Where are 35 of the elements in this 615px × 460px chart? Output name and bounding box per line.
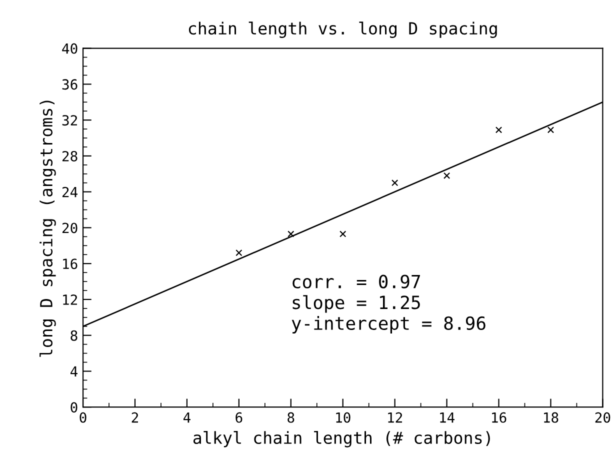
x-tick-label: 12 — [388, 412, 402, 423]
annotation: y-intercept = 8.96 — [292, 316, 486, 334]
x-tick-label: 16 — [492, 412, 506, 423]
y-tick-label: 20 — [62, 222, 78, 234]
point — [236, 249, 242, 256]
point — [443, 172, 450, 180]
x-tick-label: 20 — [595, 412, 610, 423]
annotation: slope = 1.25 — [292, 295, 420, 313]
x-axis-title: alkyl chain length (# carbons) — [193, 431, 490, 448]
x-tick-label: 2 — [132, 412, 138, 423]
y-tick-label: 40 — [62, 43, 78, 54]
y-tick-label: 36 — [62, 79, 78, 90]
point — [495, 126, 502, 134]
y-tick-label: 0 — [70, 402, 78, 413]
x-tick-label: 8 — [288, 412, 294, 423]
point — [392, 180, 398, 186]
y-tick-label: 24 — [62, 186, 78, 198]
y-tick-label: 32 — [62, 115, 77, 126]
point — [340, 230, 346, 238]
chart-title: chain length vs. long D spacing — [188, 22, 497, 38]
annotation: corr. = 0.97 — [292, 274, 420, 288]
y-tick-label: 12 — [63, 294, 77, 305]
x-tick-label: 14 — [440, 412, 454, 423]
point — [288, 230, 294, 238]
y-tick-label: 4 — [70, 366, 78, 377]
x-tick-label: 6 — [236, 412, 242, 423]
x-tick-label: 0 — [80, 412, 86, 423]
x-tick-label: 10 — [336, 412, 350, 423]
y-tick-label: 16 — [63, 258, 78, 270]
y-axis-title: long D spacing (angstroms) — [40, 100, 56, 357]
y-tick-label: 8 — [70, 330, 78, 341]
point — [547, 126, 554, 134]
x-tick-label: 18 — [544, 412, 558, 423]
x-tick-label: 4 — [183, 412, 190, 423]
y-tick-label: 28 — [62, 150, 78, 162]
